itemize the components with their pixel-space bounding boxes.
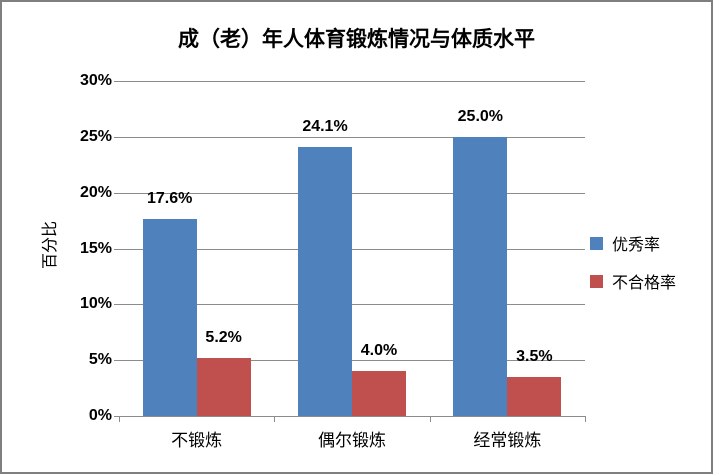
x-tick-mark xyxy=(119,417,120,422)
y-tick-label: 25% xyxy=(79,127,112,145)
legend-swatch xyxy=(590,236,603,250)
y-tick-mark xyxy=(114,248,119,250)
y-tick-mark xyxy=(114,136,119,138)
y-tick-mark xyxy=(114,360,119,362)
data-label: 5.2% xyxy=(205,328,242,346)
x-axis-line xyxy=(119,416,586,417)
legend-swatch xyxy=(590,274,603,288)
data-label: 3.5% xyxy=(516,347,553,365)
legend: 优秀率 不合格率 xyxy=(590,233,676,309)
y-tick-label: 20% xyxy=(79,183,112,201)
plot-area: 17.6% 24.1% 25.0% 5.2% 4.0% 3.5% xyxy=(119,81,585,416)
x-category-label: 经常锻炼 xyxy=(473,431,542,450)
y-tick-mark xyxy=(114,304,119,306)
y-tick-mark xyxy=(114,416,119,417)
data-label: 25.0% xyxy=(457,107,504,125)
legend-item: 不合格率 xyxy=(590,271,677,292)
bar-fail-rate xyxy=(507,376,562,416)
data-label: 4.0% xyxy=(360,342,398,360)
x-tick-mark xyxy=(430,417,431,422)
y-tick-mark xyxy=(114,192,119,194)
data-label: 17.6% xyxy=(146,190,193,208)
gridline xyxy=(119,136,585,138)
legend-item: 优秀率 xyxy=(590,233,676,254)
x-tick-mark xyxy=(585,417,586,422)
data-label: 24.1% xyxy=(302,117,348,135)
bar-fail-rate xyxy=(352,371,406,416)
gridline xyxy=(119,304,585,306)
gridline xyxy=(119,192,585,194)
bar-excellent-rate xyxy=(298,146,352,416)
legend-label: 优秀率 xyxy=(612,237,661,254)
x-category-label: 不锻炼 xyxy=(171,431,223,450)
bar-excellent-rate xyxy=(453,136,508,416)
bar-excellent-rate xyxy=(142,219,197,416)
y-tick-label: 15% xyxy=(79,239,112,257)
y-tick-label: 5% xyxy=(88,351,112,369)
legend-label: 不合格率 xyxy=(612,275,677,292)
x-category-label: 偶尔锻炼 xyxy=(318,431,386,450)
y-tick-label: 0% xyxy=(88,407,112,424)
y-tick-label: 10% xyxy=(79,295,112,313)
gridline xyxy=(119,248,585,250)
gridline xyxy=(119,360,585,362)
y-tick-mark xyxy=(114,81,119,82)
y-tick-label: 30% xyxy=(79,72,112,89)
bar-fail-rate xyxy=(196,357,251,416)
chart-title: 成（老）年人体育锻炼情况与体质水平 xyxy=(178,28,535,51)
gridline xyxy=(119,81,585,82)
x-tick-mark xyxy=(274,417,275,422)
